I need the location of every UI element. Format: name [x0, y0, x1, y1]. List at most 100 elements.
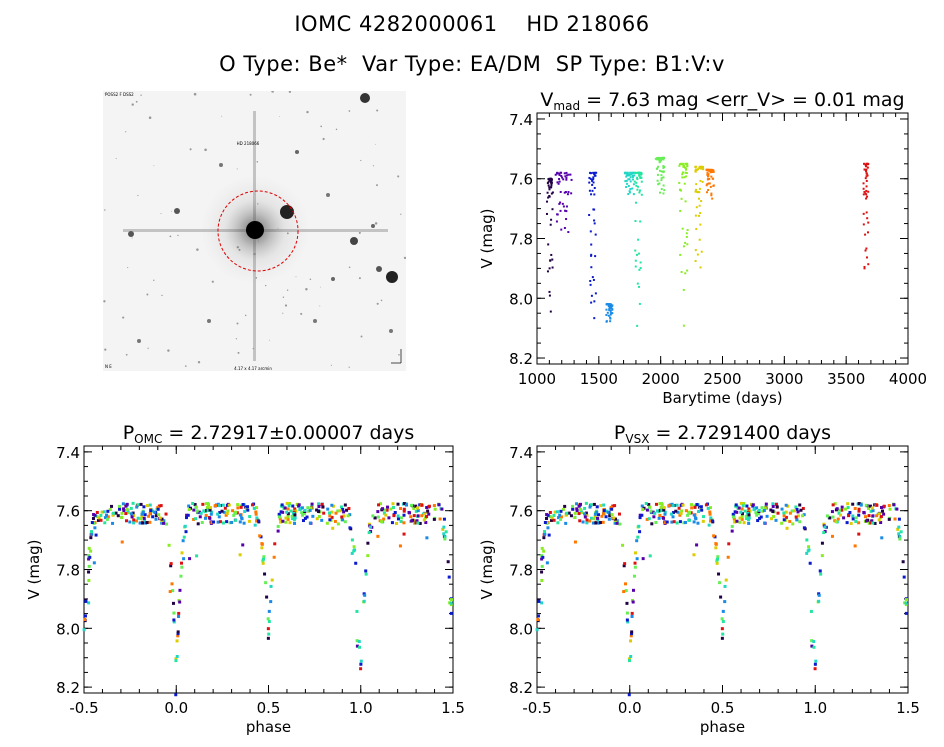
data-point	[733, 520, 737, 524]
data-point	[286, 517, 290, 521]
data-point	[398, 506, 402, 510]
data-point	[857, 521, 861, 525]
data-point	[641, 557, 645, 561]
data-point	[542, 536, 546, 540]
data-point	[748, 509, 752, 513]
data-point	[550, 218, 553, 221]
background-star	[197, 361, 201, 364]
data-point	[402, 513, 406, 517]
data-point	[857, 502, 861, 506]
data-point	[288, 501, 292, 505]
data-point	[96, 518, 100, 522]
data-point	[685, 235, 688, 238]
y-tick-label: 8.2	[509, 350, 533, 368]
compass-icon	[391, 349, 402, 364]
data-point	[575, 502, 579, 506]
data-point	[717, 572, 721, 576]
thumbnail-orientation-label: N E	[105, 364, 112, 369]
data-point	[425, 515, 429, 519]
data-point	[118, 507, 122, 511]
data-point	[681, 503, 685, 507]
data-point	[822, 531, 826, 535]
data-point	[700, 165, 703, 168]
data-point	[599, 504, 603, 508]
data-point	[547, 180, 550, 183]
data-point	[181, 539, 185, 543]
background-star	[372, 165, 375, 167]
data-point	[887, 517, 891, 521]
data-point	[610, 306, 613, 309]
data-point	[244, 505, 248, 509]
data-point	[862, 223, 865, 226]
data-point	[712, 184, 715, 187]
x-tick-label: 1.0	[803, 699, 827, 717]
data-point	[425, 505, 429, 509]
data-point	[164, 512, 168, 516]
data-point	[817, 593, 821, 597]
data-point	[699, 266, 702, 269]
data-point	[198, 510, 202, 514]
data-point	[122, 509, 126, 513]
data-point	[328, 518, 332, 522]
data-point	[740, 512, 744, 516]
data-point	[887, 504, 891, 508]
data-point	[593, 219, 596, 222]
data-point	[254, 512, 258, 516]
data-point	[707, 182, 710, 185]
data-point	[609, 313, 612, 316]
data-point	[350, 551, 354, 555]
data-point	[589, 516, 593, 520]
data-point	[592, 502, 596, 506]
data-point	[623, 582, 627, 586]
data-point	[287, 504, 291, 508]
data-point	[126, 510, 130, 514]
data-point	[794, 505, 798, 509]
data-point	[564, 521, 568, 525]
data-point	[540, 570, 544, 574]
data-point	[556, 181, 559, 184]
data-point	[759, 515, 763, 519]
data-point	[593, 300, 596, 303]
data-point	[782, 511, 786, 515]
data-point	[359, 659, 363, 663]
data-point	[266, 617, 270, 621]
data-point	[87, 601, 91, 605]
data-point	[660, 188, 663, 191]
data-point	[143, 518, 147, 522]
chart-panel-3: PVSX = 2.7291400 days -0.5 0.0 0.5 1.0 1.5 7.4…	[478, 422, 920, 736]
data-point	[241, 503, 245, 507]
data-point	[106, 515, 110, 519]
x-tick-label: 1.5	[896, 699, 920, 717]
data-point	[672, 520, 676, 524]
data-point	[277, 515, 281, 519]
data-point	[801, 507, 805, 511]
sky-thumbnail-image: HD 218066 POSS2 F DSS2 4.17 x 4.17 arcmi…	[103, 91, 406, 371]
data-point	[555, 220, 558, 223]
data-point	[594, 233, 597, 236]
data-point	[306, 506, 310, 510]
data-point	[663, 156, 666, 159]
data-point	[662, 192, 665, 195]
data-point	[622, 590, 626, 594]
data-point	[710, 175, 713, 178]
data-point	[330, 515, 334, 519]
data-point	[665, 520, 669, 524]
data-point	[862, 187, 865, 190]
data-point	[90, 532, 94, 536]
data-point	[432, 517, 436, 521]
background-star	[160, 213, 162, 215]
data-point	[550, 192, 553, 195]
y-tick-label: 7.8	[509, 231, 533, 249]
data-point	[592, 278, 595, 281]
data-point	[663, 510, 667, 514]
data-point	[89, 536, 93, 540]
data-point	[605, 320, 608, 323]
data-point	[682, 324, 685, 327]
data-point	[385, 508, 389, 512]
data-point	[897, 517, 901, 521]
data-point	[283, 506, 287, 510]
data-point	[548, 179, 551, 182]
data-point	[865, 168, 868, 171]
background-star	[161, 294, 163, 297]
